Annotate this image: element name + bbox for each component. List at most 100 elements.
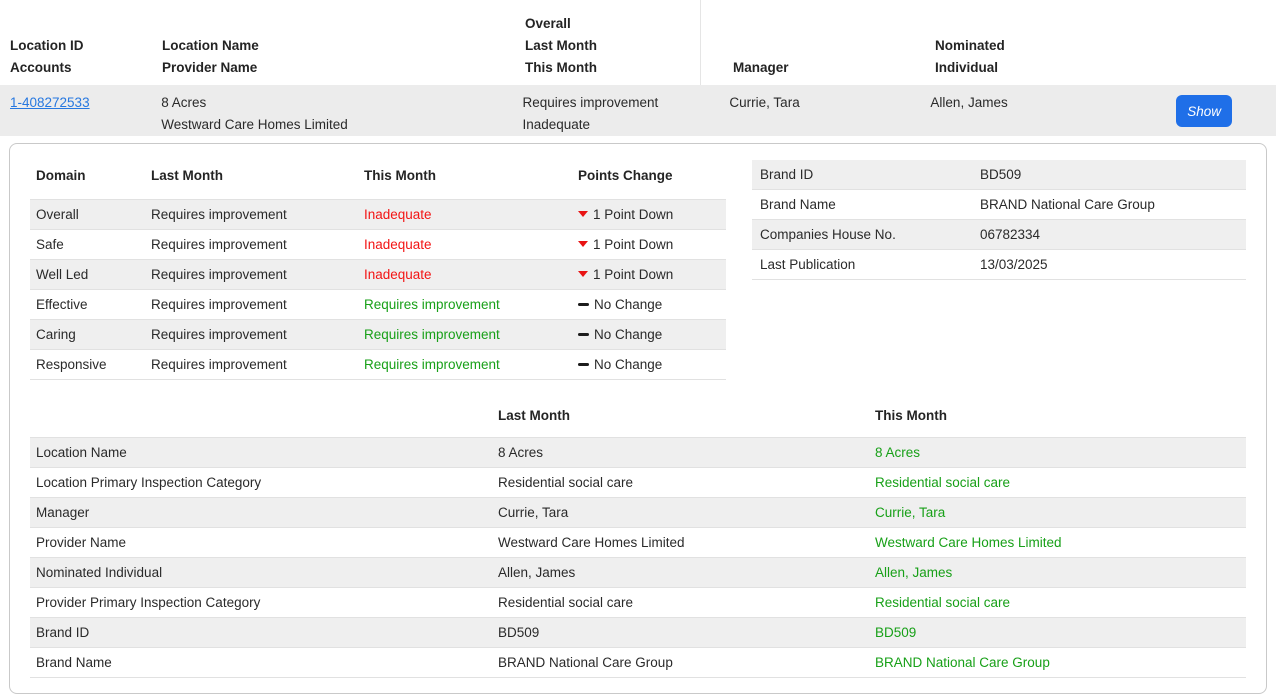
cell-manager: Currie, Tara	[729, 95, 800, 110]
last-publication-value: 13/03/2025	[980, 257, 1048, 272]
row-label: Manager	[36, 505, 90, 520]
comparison-row-manager: Manager Currie, Tara Currie, Tara	[30, 497, 1246, 528]
header-location-id-accounts: Location ID Accounts	[0, 35, 162, 79]
domain-row-well-led: Well Led Requires improvement Inadequate…	[30, 259, 726, 290]
location-id-link[interactable]: 1-408272533	[10, 95, 90, 110]
domain-label: Well Led	[36, 267, 89, 282]
companies-house-value: 06782334	[980, 227, 1041, 242]
header-location-provider-name: Location Name Provider Name	[162, 35, 525, 79]
domain-row-effective: Effective Requires improvement Requires …	[30, 290, 726, 320]
header-overall: Overall	[525, 16, 571, 31]
this-month-rating: Inadequate	[364, 207, 432, 222]
column-divider	[700, 0, 701, 85]
last-month-rating: Requires improvement	[151, 357, 287, 372]
points-change-cell: No Change	[572, 350, 726, 380]
show-button[interactable]: Show	[1176, 95, 1232, 127]
domain-row-caring: Caring Requires improvement Requires imp…	[30, 319, 726, 350]
last-month-column-header: Last Month	[498, 408, 570, 423]
last-publication-row: Last Publication 13/03/2025	[752, 250, 1246, 280]
last-month-header: Last Month	[151, 168, 223, 183]
points-change-text: 1 Point Down	[593, 207, 674, 222]
header-nominated: Nominated	[935, 38, 1005, 53]
brand-name-value: BRAND National Care Group	[980, 197, 1155, 212]
last-month-value: BD509	[498, 625, 540, 640]
companies-house-label: Companies House No.	[760, 227, 896, 242]
this-month-value: BRAND National Care Group	[875, 655, 1050, 670]
brand-id-value: BD509	[980, 167, 1022, 182]
comparison-row-location-category: Location Primary Inspection Category Res…	[30, 468, 1246, 498]
domain-table-header-row: Domain Last Month This Month Points Chan…	[30, 160, 726, 200]
comparison-row-provider-category: Provider Primary Inspection Category Res…	[30, 588, 1246, 618]
this-month-header: This Month	[364, 168, 436, 183]
points-change-text: 1 Point Down	[593, 237, 674, 252]
this-month-column-header: This Month	[875, 408, 947, 423]
this-month-value: BD509	[875, 625, 917, 640]
overall-this-month-value: Inadequate	[522, 117, 591, 132]
header-provider-name: Provider Name	[162, 60, 258, 75]
points-change-text: No Change	[594, 357, 663, 372]
brand-info-table: Brand ID BD509 Brand Name BRAND National…	[752, 160, 1246, 280]
points-change-cell: No Change	[572, 290, 726, 320]
domain-row-overall: Overall Requires improvement Inadequate …	[30, 199, 726, 230]
locations-table: Location ID Accounts Location Name Provi…	[0, 0, 1276, 136]
brand-name-row: Brand Name BRAND National Care Group	[752, 190, 1246, 220]
details-panel: Domain Last Month This Month Points Chan…	[9, 143, 1267, 694]
domain-label: Effective	[36, 297, 88, 312]
row-label: Location Primary Inspection Category	[36, 475, 262, 490]
points-change-cell: 1 Point Down	[572, 260, 726, 290]
header-nominated-individual: Nominated Individual	[935, 35, 1182, 79]
last-month-value: Allen, James	[498, 565, 576, 580]
last-month-value: Westward Care Homes Limited	[498, 535, 685, 550]
domain-label: Responsive	[36, 357, 107, 372]
row-label: Nominated Individual	[36, 565, 163, 580]
comparison-row-brand-id: Brand ID BD509 BD509	[30, 617, 1246, 648]
points-change-cell: No Change	[572, 320, 726, 350]
this-month-rating: Requires improvement	[364, 327, 500, 342]
dash-icon	[578, 362, 589, 366]
this-month-value: Residential social care	[875, 475, 1011, 490]
last-publication-label: Last Publication	[760, 257, 856, 272]
this-month-value: Currie, Tara	[875, 505, 946, 520]
comparison-row-location-name: Location Name 8 Acres 8 Acres	[30, 437, 1246, 468]
dash-icon	[578, 332, 589, 336]
points-change-text: 1 Point Down	[593, 267, 674, 282]
last-month-rating: Requires improvement	[151, 327, 287, 342]
row-label: Provider Primary Inspection Category	[36, 595, 261, 610]
this-month-rating: Requires improvement	[364, 297, 500, 312]
brand-id-label: Brand ID	[760, 167, 814, 182]
last-month-rating: Requires improvement	[151, 237, 287, 252]
brand-name-label: Brand Name	[760, 197, 836, 212]
cell-actions: Show	[1176, 92, 1276, 127]
provider-name-value: Westward Care Homes Limited	[161, 117, 348, 132]
triangle-down-icon	[578, 241, 588, 248]
domain-row-responsive: Responsive Requires improvement Requires…	[30, 350, 726, 380]
header-location-id: Location ID	[10, 38, 84, 53]
this-month-rating: Inadequate	[364, 237, 432, 252]
triangle-down-icon	[578, 271, 588, 278]
comparison-row-provider-name: Provider Name Westward Care Homes Limite…	[30, 528, 1246, 558]
domain-label: Overall	[36, 207, 79, 222]
comparison-row-nominated-individual: Nominated Individual Allen, James Allen,…	[30, 557, 1246, 588]
header-location-name: Location Name	[162, 38, 259, 53]
points-change-text: No Change	[594, 297, 663, 312]
header-manager: Manager	[733, 60, 789, 75]
last-month-value: Currie, Tara	[498, 505, 569, 520]
cell-overall-rating: Requires improvement Inadequate	[522, 92, 729, 136]
last-month-value: 8 Acres	[498, 445, 544, 460]
last-month-rating: Requires improvement	[151, 207, 287, 222]
header-overall-rating: Overall Last Month This Month	[525, 13, 733, 79]
domain-row-safe: Safe Requires improvement Inadequate 1 P…	[30, 230, 726, 260]
this-month-rating: Inadequate	[364, 267, 432, 282]
cell-nominated-individual: Allen, James	[930, 95, 1008, 110]
this-month-value: Allen, James	[875, 565, 953, 580]
header-this-month: This Month	[525, 60, 597, 75]
companies-house-row: Companies House No. 06782334	[752, 219, 1246, 250]
location-name-value: 8 Acres	[161, 95, 207, 110]
points-change-header: Points Change	[578, 168, 673, 183]
domain-label: Safe	[36, 237, 64, 252]
brand-id-row: Brand ID BD509	[752, 160, 1246, 190]
this-month-value: 8 Acres	[875, 445, 921, 460]
last-month-value: Residential social care	[498, 595, 634, 610]
domain-header: Domain	[36, 168, 86, 183]
domain-ratings-table: Domain Last Month This Month Points Chan…	[30, 160, 726, 380]
